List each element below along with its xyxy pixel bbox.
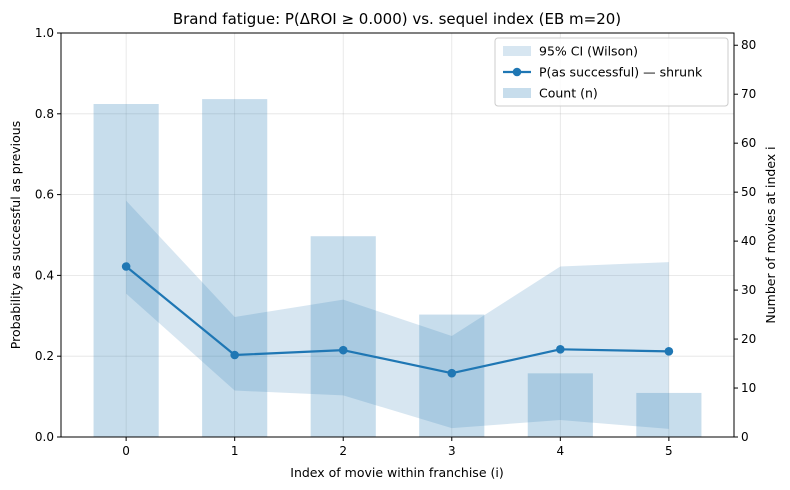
- probability-point: [121, 262, 131, 271]
- y-right-tick-label: 30: [741, 283, 756, 297]
- legend-swatch-marker: [512, 67, 522, 77]
- y-left-tick-label: 1.0: [35, 26, 54, 40]
- count-bar: [310, 236, 376, 437]
- probability-line: [121, 262, 674, 378]
- probability-point: [230, 350, 239, 360]
- x-tick-label: 5: [665, 444, 673, 458]
- plot-frame: [60, 32, 735, 438]
- x-tick-label: 3: [448, 444, 456, 458]
- probability-point: [556, 345, 565, 354]
- x-tick-label: 2: [339, 444, 347, 458]
- y-right-tick-label: 80: [741, 38, 756, 52]
- x-tick-label: 1: [231, 444, 239, 458]
- legend-label: Count (n): [539, 86, 598, 101]
- legend-swatch-patch: [503, 46, 531, 56]
- y-left-tick-label: 0.2: [35, 349, 54, 363]
- x-axis-title: Index of movie within franchise (i): [290, 465, 503, 480]
- y-right-tick-label: 20: [741, 332, 756, 346]
- y-right-tick-label: 50: [741, 185, 756, 199]
- probability-point: [338, 345, 348, 355]
- y-right-tick-label: 70: [741, 87, 756, 101]
- y-right-tick-label: 10: [741, 381, 756, 395]
- probability-point: [447, 368, 457, 378]
- x-tick-label: 4: [557, 444, 565, 458]
- axes: 0 1 2 3 4 5 0.0 0.2 0.4 0.6 0.8 1.0 0 10 20 30 40 50 60 70 8…: [35, 26, 756, 458]
- y-right-axis-title: Number of movies at index i: [763, 146, 778, 323]
- ci-band-area: [126, 200, 669, 429]
- legend: 95% CI (Wilson) P(as successful) — shrunk…: [494, 37, 729, 107]
- probability-point: [664, 347, 674, 356]
- ci-band: [126, 200, 669, 429]
- legend-label: 95% CI (Wilson): [539, 44, 638, 59]
- legend-label: P(as successful) — shrunk: [539, 65, 703, 80]
- y-right-tick-label: 40: [741, 234, 756, 248]
- y-right-tick-label: 60: [741, 136, 756, 150]
- y-left-tick-label: 0.0: [35, 430, 54, 444]
- y-left-axis-title: Probability as successful as previous: [8, 121, 23, 349]
- legend-swatch-patch: [503, 88, 531, 98]
- y-left-tick-label: 0.6: [35, 188, 54, 202]
- count-bar: [202, 99, 268, 437]
- y-left-tick-label: 0.4: [35, 268, 54, 282]
- probability-line-path: [125, 265, 669, 375]
- y-left-tick-label: 0.8: [35, 107, 54, 121]
- y-right-tick-label: 0: [741, 430, 749, 444]
- count-bar: [636, 392, 702, 437]
- legend-box: [494, 37, 729, 107]
- x-tick-label: 0: [122, 444, 130, 458]
- chart-title: Brand fatigue: P(ΔROI ≥ 0.000) vs. seque…: [173, 10, 621, 28]
- count-bar: [527, 373, 593, 437]
